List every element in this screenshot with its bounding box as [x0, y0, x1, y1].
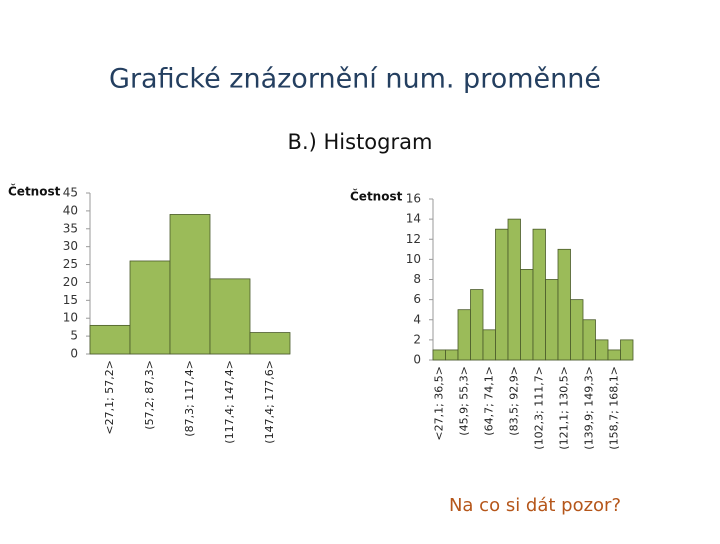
- y-tick-label: 8: [413, 272, 421, 286]
- bar: [620, 339, 634, 361]
- y-tick-label: 10: [63, 311, 78, 325]
- bar: [532, 228, 546, 361]
- y-tick-label: 16: [406, 192, 421, 206]
- y-tick-label: 30: [63, 239, 78, 253]
- bar: [470, 289, 484, 361]
- bar: [432, 349, 446, 361]
- footer-note: Na co si dát pozor?: [449, 495, 621, 516]
- bar: [507, 218, 521, 361]
- y-tick-label: 10: [406, 252, 421, 266]
- y-tick-label: 14: [406, 212, 421, 226]
- x-tick-label: (45,9; 55,3>: [457, 366, 470, 436]
- slide-title: Grafické znázornění num. proměnné: [109, 64, 601, 95]
- x-tick-label: <27,1; 57,2>: [103, 360, 116, 435]
- x-tick-label: (83,5; 92,9>: [507, 366, 520, 436]
- x-tick-label: (158,7; 168,1>: [607, 366, 620, 450]
- y-tick-label: 25: [63, 257, 78, 271]
- y-tick-label: 45: [63, 186, 78, 200]
- y-tick-label: 5: [70, 329, 78, 343]
- y-tick-label: 40: [63, 203, 78, 217]
- slide-subtitle: B.) Histogram: [288, 130, 433, 154]
- bar: [557, 248, 571, 361]
- bar: [520, 269, 534, 361]
- bar: [495, 228, 509, 361]
- x-tick-label: (57,2; 87,3>: [143, 360, 156, 430]
- bar: [570, 299, 584, 361]
- y-tick-label: 35: [63, 221, 78, 235]
- x-tick-label: (102,3; 111,7>: [532, 366, 545, 450]
- x-tick-label: (87,3; 117,4>: [183, 360, 196, 437]
- y-axis-label: Četnost: [8, 184, 61, 199]
- x-tick-label: (64,7; 74,1>: [482, 366, 495, 436]
- x-tick-label: (139,9; 149,3>: [582, 366, 595, 450]
- bar: [595, 339, 609, 361]
- y-tick-label: 0: [413, 353, 421, 367]
- bar: [482, 329, 496, 361]
- y-tick-label: 2: [413, 332, 421, 346]
- y-tick-label: 15: [63, 293, 78, 307]
- y-tick-label: 4: [413, 312, 421, 326]
- bar: [89, 324, 131, 355]
- y-tick-label: 12: [406, 232, 421, 246]
- bar: [169, 214, 211, 355]
- y-tick-label: 0: [70, 347, 78, 361]
- bar: [457, 309, 471, 361]
- x-tick-label: (117,4; 147,4>: [223, 360, 236, 444]
- bar: [129, 260, 171, 355]
- x-tick-label: <27,1; 36,5>: [432, 366, 445, 441]
- bar: [209, 278, 251, 355]
- bar: [445, 349, 459, 361]
- bar: [545, 279, 559, 361]
- bar: [249, 332, 291, 355]
- bar: [607, 349, 621, 361]
- x-tick-label: (147,4; 177,6>: [263, 360, 276, 444]
- y-tick-label: 6: [413, 292, 421, 306]
- x-tick-label: (121,1; 130,5>: [557, 366, 570, 450]
- bar: [582, 319, 596, 361]
- y-tick-label: 20: [63, 275, 78, 289]
- y-axis-label: Četnost: [350, 189, 403, 204]
